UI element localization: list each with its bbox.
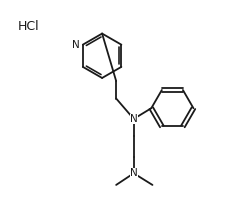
Text: N: N [72, 40, 80, 50]
Text: N: N [130, 168, 138, 178]
Text: HCl: HCl [18, 20, 39, 33]
Text: N: N [130, 114, 138, 124]
